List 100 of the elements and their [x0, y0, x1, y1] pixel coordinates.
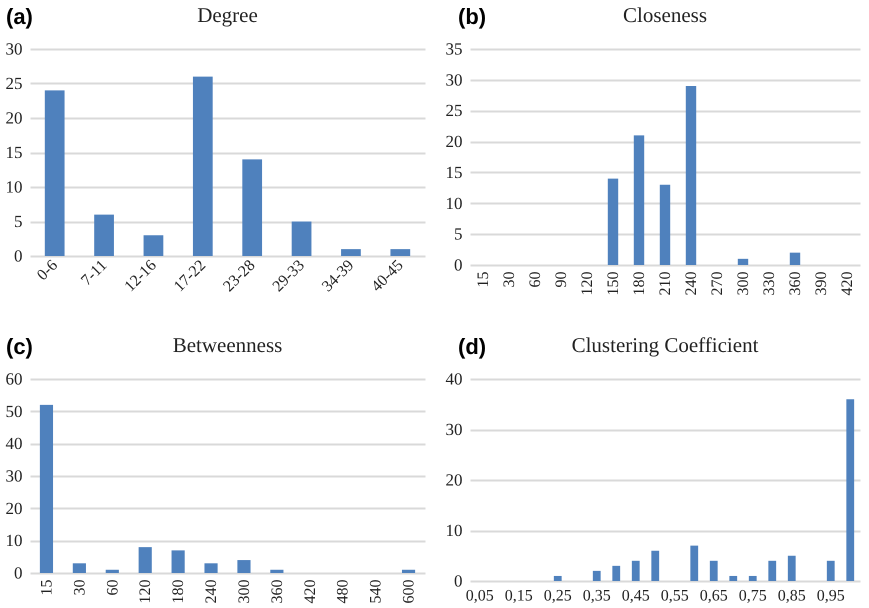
bar: [729, 576, 738, 581]
x-tick-label: 0,95: [816, 588, 845, 604]
x-tick-label: 600: [400, 580, 418, 604]
bar: [634, 135, 644, 265]
y-tick-label: 40: [6, 434, 22, 454]
x-tick-label: 0,15: [504, 588, 533, 604]
bar: [106, 570, 119, 573]
x-tick-label: 300: [236, 580, 253, 604]
text: (d): [458, 334, 486, 360]
y-tick-label: 30: [446, 70, 462, 90]
x-tick-label: 0,55: [660, 588, 689, 604]
y-tick-label: 15: [6, 143, 22, 162]
bar: [738, 258, 748, 265]
bar: [44, 90, 65, 256]
y-tick-label: 10: [6, 531, 22, 550]
x-tick-label: 30: [71, 580, 88, 596]
x-tick-label: 0-6: [34, 256, 62, 284]
bar: [612, 566, 620, 581]
x-tick-label: 360: [787, 272, 804, 296]
x-tick-label: 0,65: [700, 588, 728, 604]
x-tick-label: 0,75: [738, 588, 767, 604]
y-tick-label: 30: [6, 40, 22, 58]
bar: [710, 560, 718, 581]
x-tick-label: 270: [709, 272, 726, 296]
y-tick-label: 10: [6, 178, 22, 196]
bar: [790, 252, 800, 265]
x-tick-label: 540: [368, 580, 385, 604]
bar: [341, 249, 361, 256]
bar: [40, 404, 54, 573]
y-tick-label: 35: [446, 40, 462, 58]
bar: [788, 556, 796, 581]
y-tick-label: 10: [446, 194, 462, 213]
x-tick-label: 90: [553, 272, 570, 288]
bar: [632, 560, 640, 581]
x-tick-label: 240: [203, 580, 220, 604]
bar: [390, 249, 410, 256]
x-tick-label: 0,85: [778, 588, 806, 604]
y-tick-label: 40: [446, 370, 462, 388]
x-tick-label: 180: [170, 580, 188, 604]
chart-title: Closeness: [623, 3, 707, 27]
y-tick-label: 0: [454, 256, 462, 274]
y-tick-label: 0: [454, 572, 462, 590]
bar: [204, 563, 218, 573]
bar: [192, 76, 213, 256]
x-tick-label: 7-11: [78, 256, 110, 290]
bar: [608, 178, 618, 265]
chart-title: Clustering Coefficient: [572, 333, 759, 357]
bar: [660, 184, 670, 265]
bar: [94, 214, 114, 256]
bar: [144, 235, 164, 256]
x-tick-label: 390: [813, 272, 830, 296]
x-tick-label: 420: [839, 272, 856, 296]
chart-title: Degree: [197, 3, 258, 27]
y-tick-label: 20: [446, 470, 462, 490]
bar: [554, 576, 562, 581]
y-tick-label: 20: [446, 132, 462, 152]
y-tick-label: 5: [454, 224, 462, 244]
y-tick-label: 20: [6, 498, 22, 518]
x-tick-label: 420: [302, 580, 319, 604]
text: (a): [6, 4, 33, 30]
bar: [768, 560, 776, 581]
bar: [402, 570, 416, 573]
bar: [292, 222, 312, 256]
bar: [846, 399, 854, 581]
bar: [592, 570, 601, 581]
bar: [690, 546, 698, 581]
x-tick-label: 480: [334, 580, 352, 604]
x-tick-label: 0,35: [582, 588, 611, 604]
x-tick-label: 15: [38, 580, 56, 596]
x-tick-label: 15: [475, 272, 492, 288]
y-tick-label: 30: [446, 420, 462, 439]
y-tick-label: 25: [446, 101, 462, 120]
x-tick-label: 120: [579, 272, 596, 296]
x-tick-label: 210: [657, 272, 674, 296]
bar: [270, 570, 284, 573]
y-tick-label: 0: [14, 246, 22, 266]
bar: [826, 560, 835, 581]
bar: [138, 547, 152, 573]
y-tick-label: 50: [6, 402, 22, 421]
x-tick-label: 0,25: [544, 588, 572, 604]
x-tick-label: 0,45: [622, 588, 650, 604]
bar: [686, 86, 696, 265]
x-tick-label: 0,05: [466, 588, 494, 604]
y-tick-label: 15: [446, 162, 462, 182]
x-tick-label: 60: [104, 580, 122, 596]
y-tick-label: 60: [6, 370, 22, 388]
y-tick-label: 10: [446, 521, 462, 540]
x-tick-label: 30: [501, 272, 518, 288]
y-tick-label: 20: [6, 108, 22, 128]
bar: [72, 563, 86, 573]
y-tick-label: 30: [6, 466, 22, 486]
x-tick-label: 330: [761, 272, 778, 296]
x-tick-label: 300: [735, 272, 752, 296]
text: (c): [6, 334, 33, 360]
bar: [651, 550, 660, 581]
y-tick-label: 0: [14, 564, 22, 582]
bar: [237, 560, 251, 573]
x-tick-label: 360: [268, 580, 286, 604]
chart-title: Betweenness: [172, 333, 282, 357]
x-tick-label: 180: [631, 272, 648, 296]
